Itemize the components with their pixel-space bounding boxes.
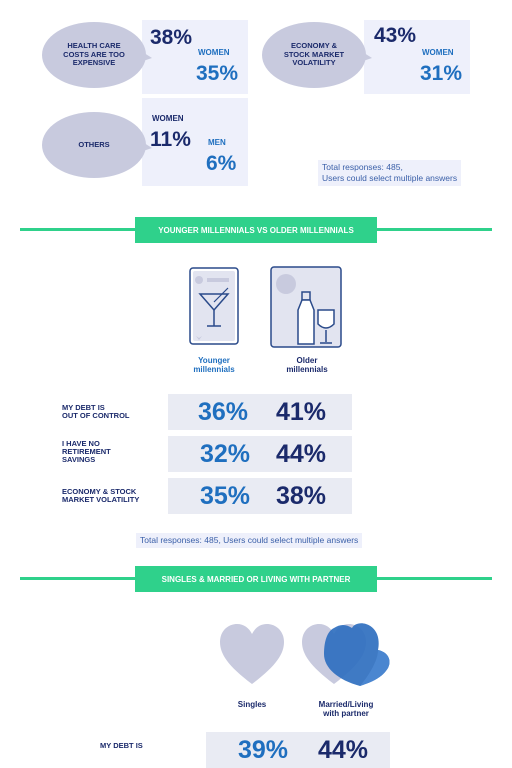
section1-row-b: 44% bbox=[276, 440, 327, 468]
health-bubble-tail bbox=[130, 44, 152, 64]
health-pct-group: 35% bbox=[196, 62, 239, 85]
section1-row-box bbox=[168, 394, 352, 430]
section2-row-b: 44% bbox=[318, 736, 369, 764]
others-pct-b: 6% bbox=[206, 152, 237, 175]
section1-row-label: MY DEBT IS OUT OF CONTROL bbox=[62, 403, 130, 420]
section2-row-a: 39% bbox=[238, 736, 289, 764]
health-label: HEALTH CARE COSTS ARE TOO EXPENSIVE bbox=[63, 41, 125, 68]
economy-label: ECONOMY & STOCK MARKET VOLATILITY bbox=[283, 41, 345, 68]
section1-banner: YOUNGER MILLENNIALS VS OLDER MILLENNIALS bbox=[135, 217, 377, 243]
section1-row-a: 32% bbox=[200, 440, 251, 468]
wine-bottle-icon bbox=[270, 266, 342, 348]
section2-banner: SINGLES & MARRIED OR LIVING WITH PARTNER bbox=[135, 566, 377, 592]
top-note: Total responses: 485, Users could select… bbox=[318, 160, 462, 186]
section1-row-box bbox=[168, 436, 352, 472]
cocktail-glass-icon bbox=[189, 267, 239, 345]
section1-row-label: I HAVE NO RETIREMENT SAVINGS bbox=[62, 439, 111, 464]
economy-pct-main: 43% bbox=[374, 24, 417, 47]
section1-row-a: 35% bbox=[200, 482, 251, 510]
section1-row-box bbox=[168, 478, 352, 514]
section1-col-b: Older millennials bbox=[286, 356, 328, 374]
economy-pct-box bbox=[364, 20, 470, 94]
health-group-label: WOMEN bbox=[198, 48, 230, 57]
section1-row-a: 36% bbox=[198, 398, 249, 426]
section1-row-b: 38% bbox=[276, 482, 327, 510]
section2-row-label: MY DEBT IS bbox=[100, 741, 143, 750]
section1-row-label: ECONOMY & STOCK MARKET VOLATILITY bbox=[62, 487, 140, 504]
others-bubble-tail bbox=[130, 134, 152, 154]
health-bubble: HEALTH CARE COSTS ARE TOO EXPENSIVE bbox=[42, 22, 146, 88]
others-bubble: OTHERS bbox=[42, 112, 146, 178]
section2-row-box bbox=[206, 732, 390, 768]
health-pct-box bbox=[142, 20, 248, 94]
double-heart-icon bbox=[302, 623, 390, 686]
section2-col-b: Married/Living with partner bbox=[318, 700, 374, 718]
economy-bubble: ECONOMY & STOCK MARKET VOLATILITY bbox=[262, 22, 366, 88]
health-pct-main: 38% bbox=[150, 26, 193, 49]
others-group-a-label: WOMEN bbox=[152, 114, 184, 123]
economy-bubble-tail bbox=[350, 44, 372, 64]
others-group-b-label: MEN bbox=[208, 138, 226, 147]
others-pct-box bbox=[142, 98, 248, 186]
economy-pct-group: 31% bbox=[420, 62, 463, 85]
others-label: OTHERS bbox=[78, 139, 110, 149]
section2-col-a: Singles bbox=[237, 700, 267, 709]
section1-row-b: 41% bbox=[276, 398, 327, 426]
heart-icon bbox=[220, 624, 284, 684]
economy-group-label: WOMEN bbox=[422, 48, 454, 57]
section1-note: Total responses: 485, Users could select… bbox=[136, 533, 363, 548]
section1-col-a: Younger millennials bbox=[193, 356, 235, 374]
others-pct-a: 11% bbox=[150, 128, 191, 151]
